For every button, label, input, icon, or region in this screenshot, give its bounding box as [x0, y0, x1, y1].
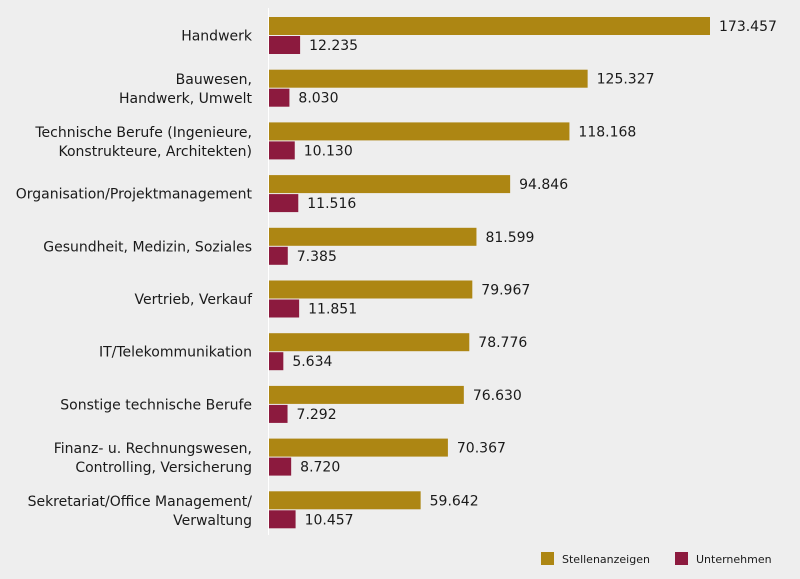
- bar-stellenanzeigen: [269, 491, 421, 510]
- category-label-line: Controlling, Versicherung: [75, 460, 252, 476]
- value-label-unternehmen: 7.292: [297, 407, 337, 423]
- category-label-line: Technische Berufe (Ingenieure,: [34, 125, 252, 141]
- category-label: Finanz- u. Rechnungswesen, Controlling, V…: [54, 441, 252, 476]
- bar-unternehmen: [269, 404, 288, 423]
- bar-stellenanzeigen: [269, 122, 570, 141]
- bar-unternehmen: [269, 299, 300, 318]
- category-label: Bauwesen, Handwerk, Umwelt: [119, 72, 253, 107]
- value-label-stellenanzeigen: 59.642: [430, 493, 479, 509]
- legend-label-stellenanzeigen: Stellenanzeigen: [562, 553, 650, 566]
- value-label-unternehmen: 10.130: [304, 143, 353, 159]
- value-label-unternehmen: 10.457: [305, 512, 354, 528]
- value-label-stellenanzeigen: 76.630: [473, 388, 522, 404]
- category-label: Sekretariat/Office Management/Verwaltung: [28, 494, 253, 529]
- category-group: IT/Telekommunikation 78.776 5.634: [99, 333, 527, 371]
- value-label-unternehmen: 5.634: [292, 354, 332, 370]
- category-group: Organisation/Projektmanagement 94.846 11.5…: [16, 175, 568, 213]
- category-label: Gesundheit, Medizin, Soziales: [43, 239, 252, 255]
- category-label-line: Bauwesen,: [176, 72, 252, 88]
- value-label-unternehmen: 11.851: [308, 302, 357, 318]
- category-group: Sonstige technische Berufe 76.630 7.292: [60, 385, 522, 423]
- category-label: IT/Telekommunikation: [99, 345, 252, 361]
- category-group: Finanz- u. Rechnungswesen, Controlling, V…: [54, 438, 506, 476]
- category-label: Technische Berufe (Ingenieure, Konstrukte…: [34, 125, 252, 160]
- category-label-line: Finanz- u. Rechnungswesen,: [54, 441, 252, 457]
- value-label-stellenanzeigen: 81.599: [485, 230, 534, 246]
- value-label-stellenanzeigen: 118.168: [578, 124, 636, 140]
- value-label-stellenanzeigen: 125.327: [597, 72, 655, 88]
- value-label-stellenanzeigen: 70.367: [457, 441, 506, 457]
- value-label-unternehmen: 8.720: [300, 460, 340, 476]
- category-label-line: IT/Telekommunikation: [99, 345, 252, 361]
- bar-unternehmen: [269, 194, 299, 213]
- bars-layer: Handwerk 173.457 12.235 Bauwesen, Handwerk, …: [16, 17, 777, 529]
- bar-unternehmen: [269, 246, 288, 265]
- bar-unternehmen: [269, 352, 284, 371]
- category-group: Vertrieb, Verkauf 79.967 11.851: [135, 280, 530, 318]
- category-group: Technische Berufe (Ingenieure, Konstrukte…: [34, 122, 636, 160]
- category-group: Bauwesen, Handwerk, Umwelt 125.327 8.030: [119, 69, 655, 107]
- legend: Stellenanzeigen Unternehmen: [541, 552, 772, 566]
- bar-stellenanzeigen: [269, 69, 588, 88]
- bar-stellenanzeigen: [269, 227, 477, 246]
- category-label-line: Vertrieb, Verkauf: [135, 292, 254, 308]
- category-label: Handwerk: [181, 29, 253, 45]
- bar-stellenanzeigen: [269, 333, 470, 352]
- bar-stellenanzeigen: [269, 17, 710, 35]
- category-label-line: Organisation/Projektmanagement: [16, 187, 253, 203]
- bar-unternehmen: [269, 457, 292, 476]
- category-label: Vertrieb, Verkauf: [135, 292, 254, 308]
- category-label-line: Konstrukteure, Architekten): [58, 144, 252, 160]
- bar-stellenanzeigen: [269, 175, 511, 194]
- value-label-unternehmen: 12.235: [309, 38, 358, 54]
- legend-swatch-unternehmen: [675, 552, 688, 565]
- legend-label-unternehmen: Unternehmen: [696, 553, 772, 566]
- category-label-line: Sekretariat/Office Management/: [28, 494, 253, 510]
- category-label: Organisation/Projektmanagement: [16, 187, 253, 203]
- category-group: Handwerk 173.457 12.235: [181, 17, 777, 54]
- value-label-stellenanzeigen: 173.457: [719, 19, 777, 35]
- category-group: Gesundheit, Medizin, Soziales 81.599 7.385: [43, 227, 534, 265]
- legend-swatch-stellenanzeigen: [541, 552, 554, 565]
- bar-unternehmen: [269, 88, 290, 107]
- category-label-line: Verwaltung: [173, 513, 252, 529]
- value-label-unternehmen: 11.516: [307, 196, 356, 212]
- value-label-stellenanzeigen: 78.776: [478, 335, 527, 351]
- category-group: Sekretariat/Office Management/Verwaltung…: [28, 491, 479, 529]
- value-label-unternehmen: 8.030: [298, 91, 338, 107]
- bar-stellenanzeigen: [269, 385, 464, 404]
- bar-unternehmen: [269, 141, 295, 160]
- value-label-stellenanzeigen: 79.967: [481, 283, 530, 299]
- bar-stellenanzeigen: [269, 280, 473, 299]
- category-label: Sonstige technische Berufe: [60, 397, 252, 413]
- value-label-stellenanzeigen: 94.846: [519, 177, 568, 193]
- category-label-line: Gesundheit, Medizin, Soziales: [43, 239, 252, 255]
- category-label-line: Handwerk: [181, 29, 253, 45]
- bar-unternehmen: [269, 36, 301, 54]
- bar-stellenanzeigen: [269, 438, 448, 457]
- bar-unternehmen: [269, 510, 296, 529]
- value-label-unternehmen: 7.385: [297, 249, 337, 265]
- category-label-line: Sonstige technische Berufe: [60, 397, 252, 413]
- category-label-line: Handwerk, Umwelt: [119, 91, 253, 107]
